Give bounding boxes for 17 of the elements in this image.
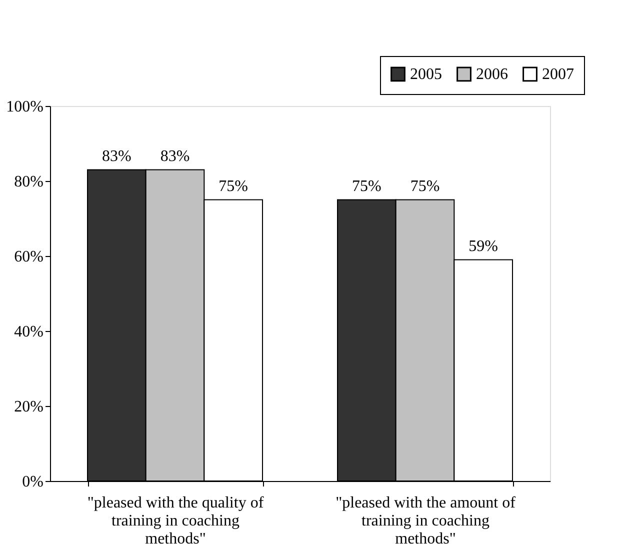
y-tick-label: 0%	[22, 474, 44, 490]
x-tick-label: "pleased with the amount of training in coaching methods"	[336, 494, 516, 544]
y-tick-label: 40%	[14, 324, 44, 340]
y-tick-label: 100%	[6, 98, 44, 116]
y-tick-label: 60%	[14, 248, 44, 266]
legend-label: 2007	[542, 66, 574, 84]
x-tick-label: "pleased with the quality of training in coaching methods"	[87, 494, 264, 544]
legend-label: 2006	[476, 66, 508, 84]
y-tick-label: 80%	[14, 174, 44, 190]
data-label: 59%	[468, 238, 498, 255]
data-label: 75%	[352, 178, 382, 195]
data-label: 75%	[410, 178, 440, 195]
data-label: 83%	[160, 148, 190, 165]
data-label: 75%	[218, 178, 248, 195]
data-label: 83%	[102, 148, 132, 165]
y-tick-label: 20%	[14, 398, 44, 416]
legend-label: 2005	[410, 66, 442, 84]
